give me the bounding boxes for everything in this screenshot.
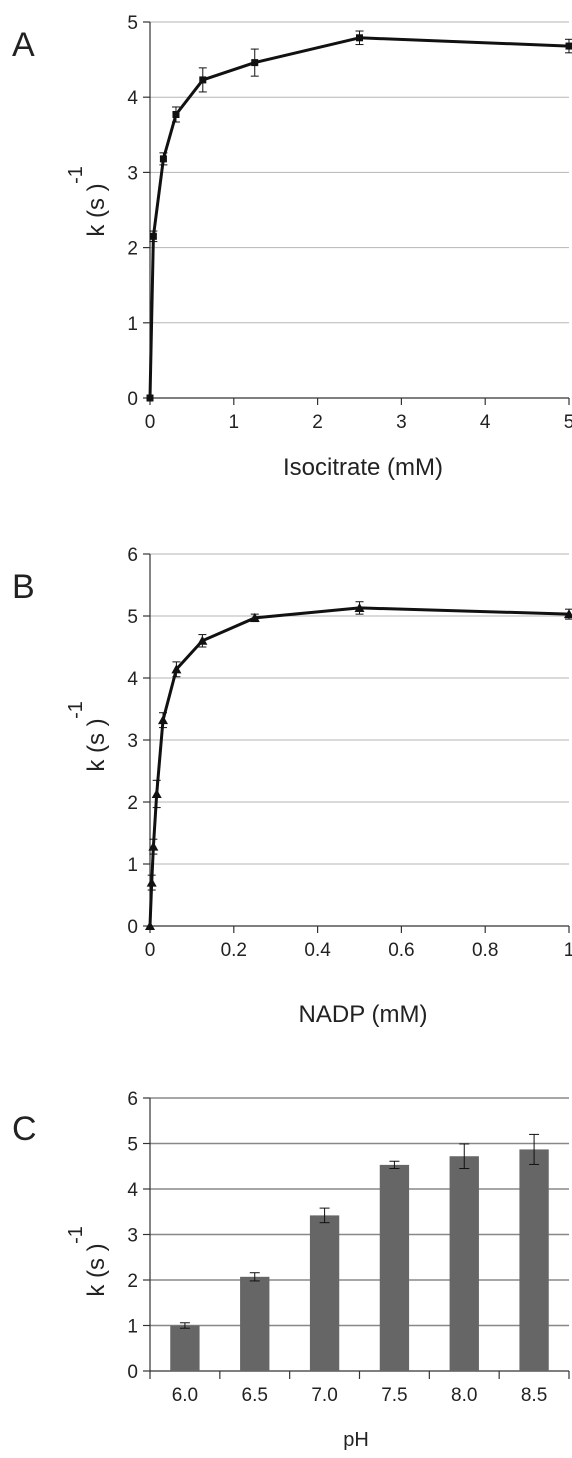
panel-c-ytick-label: 4 bbox=[127, 1180, 138, 1201]
panel-c-bar bbox=[170, 1325, 200, 1371]
panel-c-grid bbox=[150, 1097, 569, 1327]
panel-a-xtick-label: 4 bbox=[480, 412, 491, 433]
panel-a-xtick-label: 0 bbox=[145, 412, 156, 433]
panel-c-bar bbox=[449, 1156, 479, 1371]
panel-a-xtick-label: 1 bbox=[229, 412, 240, 433]
panel-b-ytick-label: 0 bbox=[127, 917, 138, 938]
panel-a-ytick-label: 0 bbox=[127, 389, 138, 410]
panel-c-bar bbox=[519, 1149, 549, 1371]
panel-a-data-point bbox=[149, 232, 157, 240]
panel-letter-c: C bbox=[12, 1110, 37, 1148]
panel-c-xtick-label: 7.0 bbox=[311, 1385, 337, 1406]
panel-a-ytick-label: 1 bbox=[127, 314, 138, 335]
panel-c-ytick-label: 2 bbox=[127, 1271, 138, 1292]
panel-a-yticks: 0 1 2 3 4 5 bbox=[127, 13, 150, 410]
panel-b-data-point bbox=[145, 921, 155, 930]
panel-c-ylabel-group: k (s ) -1 bbox=[65, 1226, 110, 1297]
panel-c-bar bbox=[240, 1276, 270, 1371]
panel-a-grid bbox=[150, 21, 569, 324]
panel-b-xtick-label: 0 bbox=[145, 940, 156, 961]
panel-a-xlabel: Isocitrate (mM) bbox=[283, 454, 443, 481]
panel-c-ylabel: k (s ) bbox=[83, 1243, 110, 1296]
panel-a-ylabel-superscript: -1 bbox=[65, 166, 87, 184]
panel-b-ytick-label: 3 bbox=[127, 731, 138, 752]
panel-c-xtick-label: 6.0 bbox=[172, 1385, 198, 1406]
panel-c-xtick-label: 8.0 bbox=[451, 1385, 477, 1406]
panel-b-ytick-label: 1 bbox=[127, 855, 138, 876]
panel-b-xtick-label: 1 bbox=[564, 940, 572, 961]
panel-b-xtick-label: 0.8 bbox=[472, 940, 498, 961]
panel-b-xlabel: NADP (mM) bbox=[299, 1001, 428, 1028]
panel-b-data-point bbox=[171, 664, 182, 674]
panel-b-xticks: 0 0.2 0.4 0.6 0.8 1 bbox=[145, 926, 572, 961]
panel-c-bar bbox=[379, 1164, 410, 1371]
panel-a-ylabel-group: k (s ) -1 bbox=[65, 166, 110, 237]
panel-c-xtick-label: 7.5 bbox=[381, 1385, 407, 1406]
panel-a-xtick-label: 5 bbox=[564, 412, 572, 433]
panel-c-xtick-label: 8.5 bbox=[521, 1385, 547, 1406]
panel-c-bar bbox=[309, 1215, 340, 1371]
panel-c-yticks: 0 1 2 3 4 5 6 bbox=[127, 1089, 150, 1383]
panel-b-data-point bbox=[146, 877, 157, 887]
panel-c-xtick-label: 6.5 bbox=[242, 1385, 268, 1406]
panel-c-ylabel-superscript: -1 bbox=[65, 1226, 87, 1244]
panel-c-ytick-label: 1 bbox=[127, 1317, 138, 1338]
panel-a-xtick-label: 2 bbox=[312, 412, 323, 433]
panel-c-ytick-label: 0 bbox=[127, 1362, 138, 1383]
panel-b-ytick-label: 2 bbox=[127, 793, 138, 814]
panel-b-data-point bbox=[249, 612, 260, 622]
panel-b-grid bbox=[150, 553, 569, 865]
panel-a-data-point bbox=[159, 155, 167, 163]
panel-c-ytick-label: 3 bbox=[127, 1226, 138, 1247]
panel-b-ytick-label: 5 bbox=[127, 607, 138, 628]
panel-a-xticks: 0 1 2 3 4 5 bbox=[145, 398, 572, 433]
panel-a-ytick-label: 5 bbox=[127, 13, 138, 34]
panel-b-xtick-label: 0.4 bbox=[304, 940, 331, 961]
panel-a-data-point bbox=[199, 76, 207, 84]
panel-b-series-line bbox=[148, 606, 570, 927]
panel-b-ylabel-superscript: -1 bbox=[65, 701, 87, 719]
panel-letter-b: B bbox=[12, 568, 35, 606]
panel-a-series-line bbox=[148, 36, 570, 399]
panel-b-xtick-label: 0.2 bbox=[221, 940, 247, 961]
panel-a-ytick-label: 4 bbox=[127, 88, 138, 109]
panel-b-data-point bbox=[197, 635, 208, 645]
panel-a-xtick-label: 3 bbox=[396, 412, 407, 433]
panel-a-data-point bbox=[146, 394, 154, 402]
panel-a-data-point bbox=[251, 59, 259, 67]
panel-a-series bbox=[146, 30, 572, 402]
panel-c-ytick-label: 6 bbox=[127, 1089, 138, 1110]
panel-a-data-point bbox=[356, 34, 363, 42]
panel-c-xlabel: pH bbox=[343, 1429, 369, 1451]
panel-b-data-point bbox=[151, 788, 162, 798]
panel-b-ytick-label: 4 bbox=[127, 669, 138, 690]
panel-b-data-point bbox=[354, 602, 365, 612]
panel-b: B 0 1 2 3 4 5 6 0 0.2 0.4 0.6 0.8 1 NADP (mM) k (s … bbox=[12, 545, 572, 1028]
panel-b-data-point bbox=[157, 715, 168, 725]
panel-b-ytick-label: 6 bbox=[127, 545, 138, 566]
panel-c-bars bbox=[170, 1133, 549, 1371]
panel-a-ytick-label: 3 bbox=[127, 163, 138, 184]
panel-a: A 0 1 2 3 4 5 0 1 2 3 4 5 Isocitrate (mM) k (s ) -… bbox=[12, 13, 572, 481]
panel-b-ylabel-group: k (s ) -1 bbox=[65, 701, 110, 772]
panel-c-ytick-label: 5 bbox=[127, 1135, 138, 1156]
panel-letter-a: A bbox=[12, 26, 35, 64]
panel-c: C 0 1 2 3 4 5 6 6.0 6.5 7.0 7.5 8.0 8.5 pH k (s ) -… bbox=[12, 1089, 570, 1451]
panel-a-data-point bbox=[565, 42, 572, 50]
panel-c-xticks: 6.0 6.5 7.0 7.5 8.0 8.5 bbox=[149, 1371, 570, 1406]
panel-a-ytick-label: 2 bbox=[127, 239, 138, 260]
panel-b-data-point bbox=[564, 609, 572, 619]
panel-a-ylabel: k (s ) bbox=[83, 183, 110, 236]
panel-b-series bbox=[145, 601, 572, 930]
panel-a-axes bbox=[149, 22, 569, 399]
panel-b-xtick-label: 0.6 bbox=[388, 940, 414, 961]
panel-b-ylabel: k (s ) bbox=[83, 718, 110, 771]
panel-b-yticks: 0 1 2 3 4 5 6 bbox=[127, 545, 150, 938]
panel-b-data-point bbox=[148, 841, 159, 851]
panel-a-data-point bbox=[172, 110, 180, 118]
